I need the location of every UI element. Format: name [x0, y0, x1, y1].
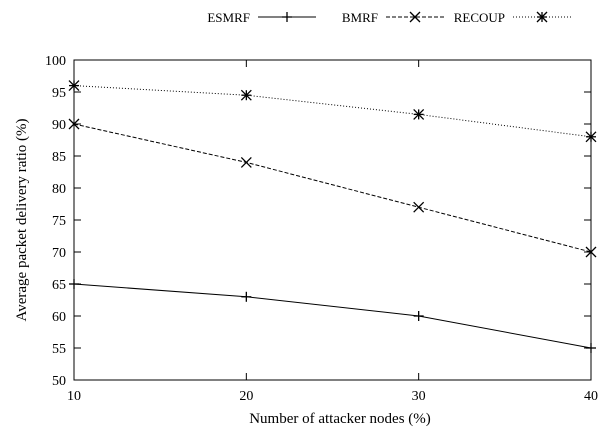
data-point-esmrf	[241, 291, 252, 302]
y-tick-label: 85	[52, 150, 66, 165]
y-tick-label: 95	[52, 86, 66, 101]
y-axis: 50 55 60 65 70 75 80 85 90 95 100	[45, 54, 591, 389]
data-point-recoup	[413, 108, 425, 120]
series-layer	[68, 80, 597, 353]
x-tick-label: 40	[584, 389, 598, 404]
legend-sample-recoup	[513, 11, 571, 23]
data-point-esmrf	[413, 311, 424, 321]
legend-marker-bmrf	[409, 11, 421, 23]
y-tick-label: 50	[52, 374, 66, 389]
data-point-recoup	[68, 80, 80, 92]
y-tick-label: 75	[52, 214, 66, 229]
series-bmrf	[68, 118, 597, 258]
data-point-recoup	[240, 89, 252, 101]
data-point-recoup	[585, 131, 597, 143]
x-tick-label: 30	[412, 389, 426, 404]
legend-sample-esmrf	[258, 12, 316, 22]
x-axis: 10 20 30 40	[67, 60, 598, 404]
data-point-bmrf	[240, 156, 252, 168]
y-tick-label: 70	[52, 246, 66, 261]
plot-frame	[73, 59, 592, 381]
data-point-bmrf	[413, 201, 425, 213]
y-tick-label: 60	[52, 310, 66, 325]
y-tick-label: 65	[52, 278, 66, 293]
x-tick-label: 10	[67, 389, 81, 404]
legend: ESMRF BMRF RECOUP	[207, 10, 571, 25]
legend-marker-recoup	[536, 11, 548, 23]
y-tick-label: 90	[52, 118, 66, 133]
legend-label-esmrf: ESMRF	[207, 10, 250, 25]
data-point-bmrf	[585, 246, 597, 258]
data-point-esmrf	[69, 279, 79, 289]
legend-marker-esmrf	[282, 12, 292, 22]
legend-label-bmrf: BMRF	[342, 10, 378, 25]
data-point-esmrf	[586, 343, 596, 353]
y-tick-label: 100	[45, 54, 66, 69]
y-tick-label: 80	[52, 182, 66, 197]
x-axis-label: Number of attacker nodes (%)	[249, 411, 431, 427]
series-recoup	[68, 80, 597, 143]
y-axis-label: Average packet delivery ratio (%)	[14, 119, 30, 322]
legend-label-recoup: RECOUP	[454, 10, 505, 25]
legend-sample-bmrf	[386, 11, 444, 23]
series-line-recoup	[73, 85, 592, 138]
y-tick-label: 55	[52, 342, 66, 357]
data-point-bmrf	[68, 118, 80, 130]
x-tick-label: 20	[239, 389, 253, 404]
series-line-bmrf	[73, 123, 592, 253]
series-esmrf	[69, 279, 596, 353]
series-line-esmrf	[73, 283, 592, 349]
